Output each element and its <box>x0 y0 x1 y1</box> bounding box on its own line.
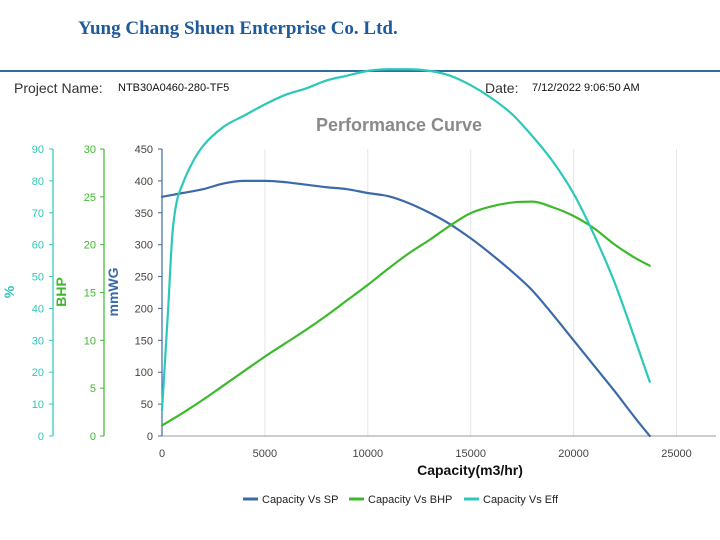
sp-tick-label: 250 <box>135 272 153 284</box>
x-tick-label: 25000 <box>661 448 692 460</box>
project-name-label: Project Name: <box>14 80 103 96</box>
series-line-eff <box>160 68 651 412</box>
series-line-sp <box>160 179 651 438</box>
bhp-tick-label: 25 <box>84 192 96 204</box>
bhp-tick-label: 30 <box>84 144 96 156</box>
bhp-tick-label: 5 <box>90 383 96 395</box>
sp-tick-label: 100 <box>135 367 153 379</box>
legend-label-sp: Capacity Vs SP <box>262 494 338 506</box>
eff-tick-label: 40 <box>32 303 44 315</box>
eff-axis-title: % <box>1 285 17 298</box>
bhp-tick-label: 15 <box>84 288 96 300</box>
x-axis-title: Capacity(m3/hr) <box>417 462 523 478</box>
date-label: Date: <box>485 80 519 96</box>
x-tick-label: 20000 <box>558 448 589 460</box>
sp-tick-label: 0 <box>147 431 153 443</box>
x-tick-label: 10000 <box>353 448 384 460</box>
eff-tick-label: 0 <box>38 431 44 443</box>
eff-tick-label: 90 <box>32 144 44 156</box>
sp-tick-label: 400 <box>135 176 153 188</box>
eff-tick-label: 70 <box>32 208 44 220</box>
sp-tick-label: 150 <box>135 335 153 347</box>
eff-tick-label: 10 <box>32 399 44 411</box>
sp-axis-title: mmWG <box>105 267 121 316</box>
sp-tick-label: 350 <box>135 208 153 220</box>
eff-tick-label: 60 <box>32 240 44 252</box>
legend-label-bhp: Capacity Vs BHP <box>368 494 452 506</box>
header-divider <box>0 70 720 72</box>
series-line-bhp <box>160 200 651 427</box>
sp-tick-label: 50 <box>141 399 153 411</box>
eff-tick-label: 80 <box>32 176 44 188</box>
company-name: Yung Chang Shuen Enterprise Co. Ltd. <box>78 18 398 39</box>
date-value: 7/12/2022 9:06:50 AM <box>532 82 640 94</box>
sp-tick-label: 200 <box>135 303 153 315</box>
bhp-tick-label: 0 <box>90 431 96 443</box>
bhp-tick-label: 20 <box>84 240 96 252</box>
chart-title: Performance Curve <box>316 115 482 135</box>
sp-tick-label: 450 <box>135 144 153 156</box>
bhp-tick-label: 10 <box>84 335 96 347</box>
project-name-value: NTB30A0460-280-TF5 <box>118 82 230 94</box>
x-tick-label: 0 <box>159 448 165 460</box>
bhp-axis-title: BHP <box>53 277 69 307</box>
eff-tick-label: 20 <box>32 367 44 379</box>
x-tick-label: 5000 <box>253 448 277 460</box>
legend-label-eff: Capacity Vs Eff <box>483 494 559 506</box>
x-tick-label: 15000 <box>455 448 486 460</box>
sp-tick-label: 300 <box>135 240 153 252</box>
eff-tick-label: 50 <box>32 272 44 284</box>
eff-tick-label: 30 <box>32 335 44 347</box>
